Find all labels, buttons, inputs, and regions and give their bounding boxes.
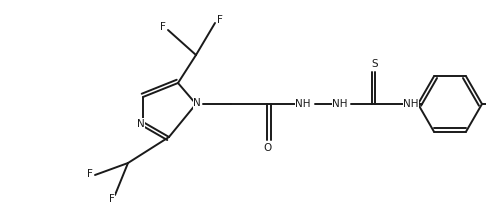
Text: O: O bbox=[263, 143, 271, 153]
Text: S: S bbox=[372, 59, 378, 69]
Text: F: F bbox=[217, 15, 223, 25]
Text: F: F bbox=[109, 194, 115, 204]
Text: NH: NH bbox=[403, 99, 419, 109]
Text: F: F bbox=[87, 169, 93, 179]
Text: NH: NH bbox=[332, 99, 348, 109]
Text: NH: NH bbox=[295, 99, 311, 109]
Text: N: N bbox=[137, 119, 145, 129]
Text: N: N bbox=[193, 98, 201, 108]
Text: F: F bbox=[160, 22, 166, 32]
